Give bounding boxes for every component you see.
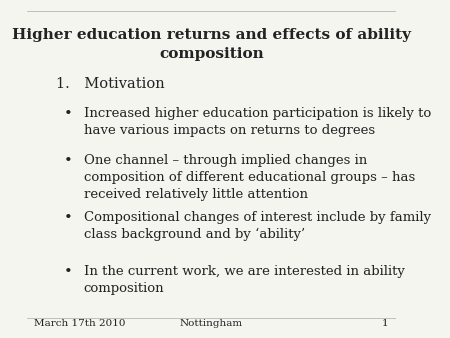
Text: Nottingham: Nottingham: [180, 319, 243, 328]
Text: 1: 1: [382, 319, 389, 328]
Text: •: •: [63, 107, 72, 121]
Text: Higher education returns and effects of ability
composition: Higher education returns and effects of …: [12, 28, 411, 61]
Text: •: •: [63, 211, 72, 225]
Text: •: •: [63, 265, 72, 279]
Text: Compositional changes of interest include by family
class background and by ‘abi: Compositional changes of interest includ…: [84, 211, 431, 241]
Text: •: •: [63, 154, 72, 168]
Text: One channel – through implied changes in
composition of different educational gr: One channel – through implied changes in…: [84, 154, 415, 201]
Text: 1. Motivation: 1. Motivation: [56, 77, 165, 91]
Text: In the current work, we are interested in ability
composition: In the current work, we are interested i…: [84, 265, 405, 294]
Text: March 17th 2010: March 17th 2010: [34, 319, 126, 328]
Text: Increased higher education participation is likely to
have various impacts on re: Increased higher education participation…: [84, 107, 431, 137]
